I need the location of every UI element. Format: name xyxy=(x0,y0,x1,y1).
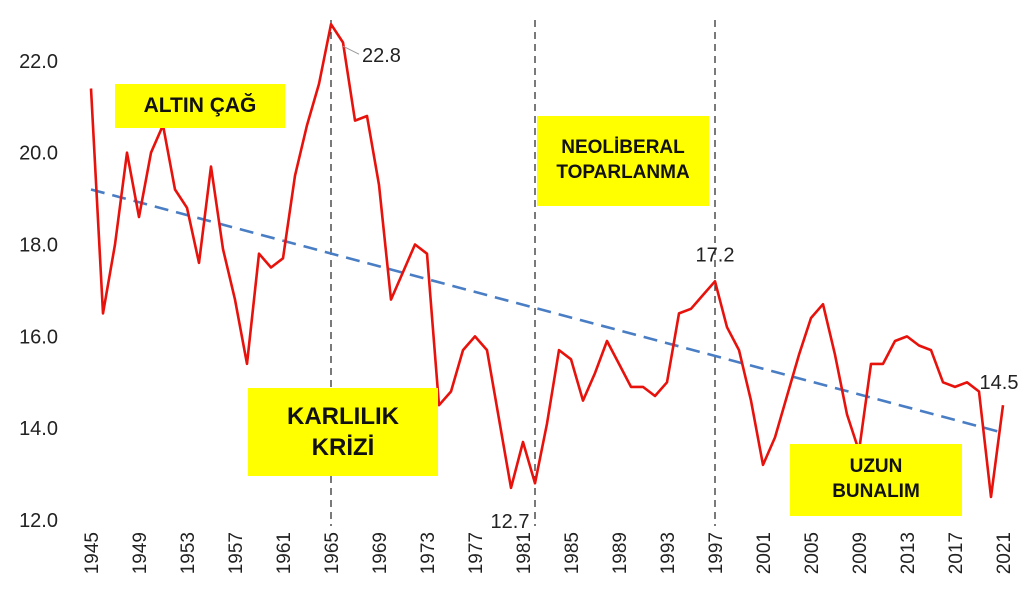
x-tick-label: 1981 xyxy=(514,532,535,574)
x-tick-label: 1997 xyxy=(706,532,727,574)
data-label: 17.2 xyxy=(696,244,735,266)
y-tick-label: 12.0 xyxy=(19,510,58,532)
neoliberal-box: NEOLİBERAL TOPARLANMA xyxy=(537,116,709,206)
series-group xyxy=(89,22,1005,499)
trend-line xyxy=(90,188,1004,435)
trend-line-group xyxy=(90,188,1004,435)
data-label: 22.8 xyxy=(362,45,401,67)
x-tick-label: 1985 xyxy=(562,532,583,574)
x-tick-label: 2005 xyxy=(802,532,823,574)
neoliberal-label-line1: NEOLİBERAL xyxy=(561,137,685,159)
x-tick-label: 2013 xyxy=(898,532,919,574)
karlilik-label-line1: KARLILIK xyxy=(287,402,399,430)
data-label: 14.5 xyxy=(980,372,1019,394)
neoliberal-label-line2: TOPARLANMA xyxy=(556,162,690,183)
x-axis: 1945 1949 1953 1957 1961 1965 1969 1973 1977 1981… xyxy=(82,532,1015,574)
karlilik-box: KARLILIK KRİZİ xyxy=(248,388,438,476)
x-tick-label: 1989 xyxy=(610,532,631,574)
x-tick-label: 1945 xyxy=(82,532,103,574)
label-leader-line xyxy=(342,45,360,55)
x-tick-label: 2017 xyxy=(946,532,967,574)
data-labels: 22.8 17.2 12.7 14.5 xyxy=(342,45,1019,533)
y-tick-label: 16.0 xyxy=(19,326,58,348)
karlilik-label-line2: KRİZİ xyxy=(311,434,375,461)
x-tick-label: 2001 xyxy=(754,532,775,574)
uzun-bunalim-box: UZUN BUNALIM xyxy=(790,444,962,516)
x-tick-label: 1993 xyxy=(658,532,679,574)
x-tick-label: 1965 xyxy=(322,532,343,574)
x-tick-label: 1977 xyxy=(466,532,487,574)
x-tick-label: 1953 xyxy=(178,532,199,574)
y-axis: 12.0 14.0 16.0 18.0 20.0 22.0 xyxy=(19,51,58,532)
altin-cag-box: ALTIN ÇAĞ xyxy=(115,84,285,128)
y-tick-label: 18.0 xyxy=(19,235,58,257)
uzun-bunalim-label-line2: BUNALIM xyxy=(832,481,920,502)
y-tick-label: 20.0 xyxy=(19,143,58,165)
x-tick-label: 1961 xyxy=(274,532,295,574)
uzun-bunalim-label-line1: UZUN xyxy=(849,456,903,478)
x-tick-label: 2021 xyxy=(994,532,1015,574)
series-line xyxy=(89,22,1005,499)
y-tick-label: 14.0 xyxy=(19,418,58,440)
x-tick-label: 1973 xyxy=(418,532,439,574)
x-tick-label: 1949 xyxy=(130,532,151,574)
x-tick-label: 2009 xyxy=(850,532,871,574)
data-label: 12.7 xyxy=(491,511,530,533)
x-tick-label: 1957 xyxy=(226,532,247,574)
y-tick-label: 22.0 xyxy=(19,51,58,73)
x-tick-label: 1969 xyxy=(370,532,391,574)
altin-cag-label: ALTIN ÇAĞ xyxy=(143,94,257,118)
